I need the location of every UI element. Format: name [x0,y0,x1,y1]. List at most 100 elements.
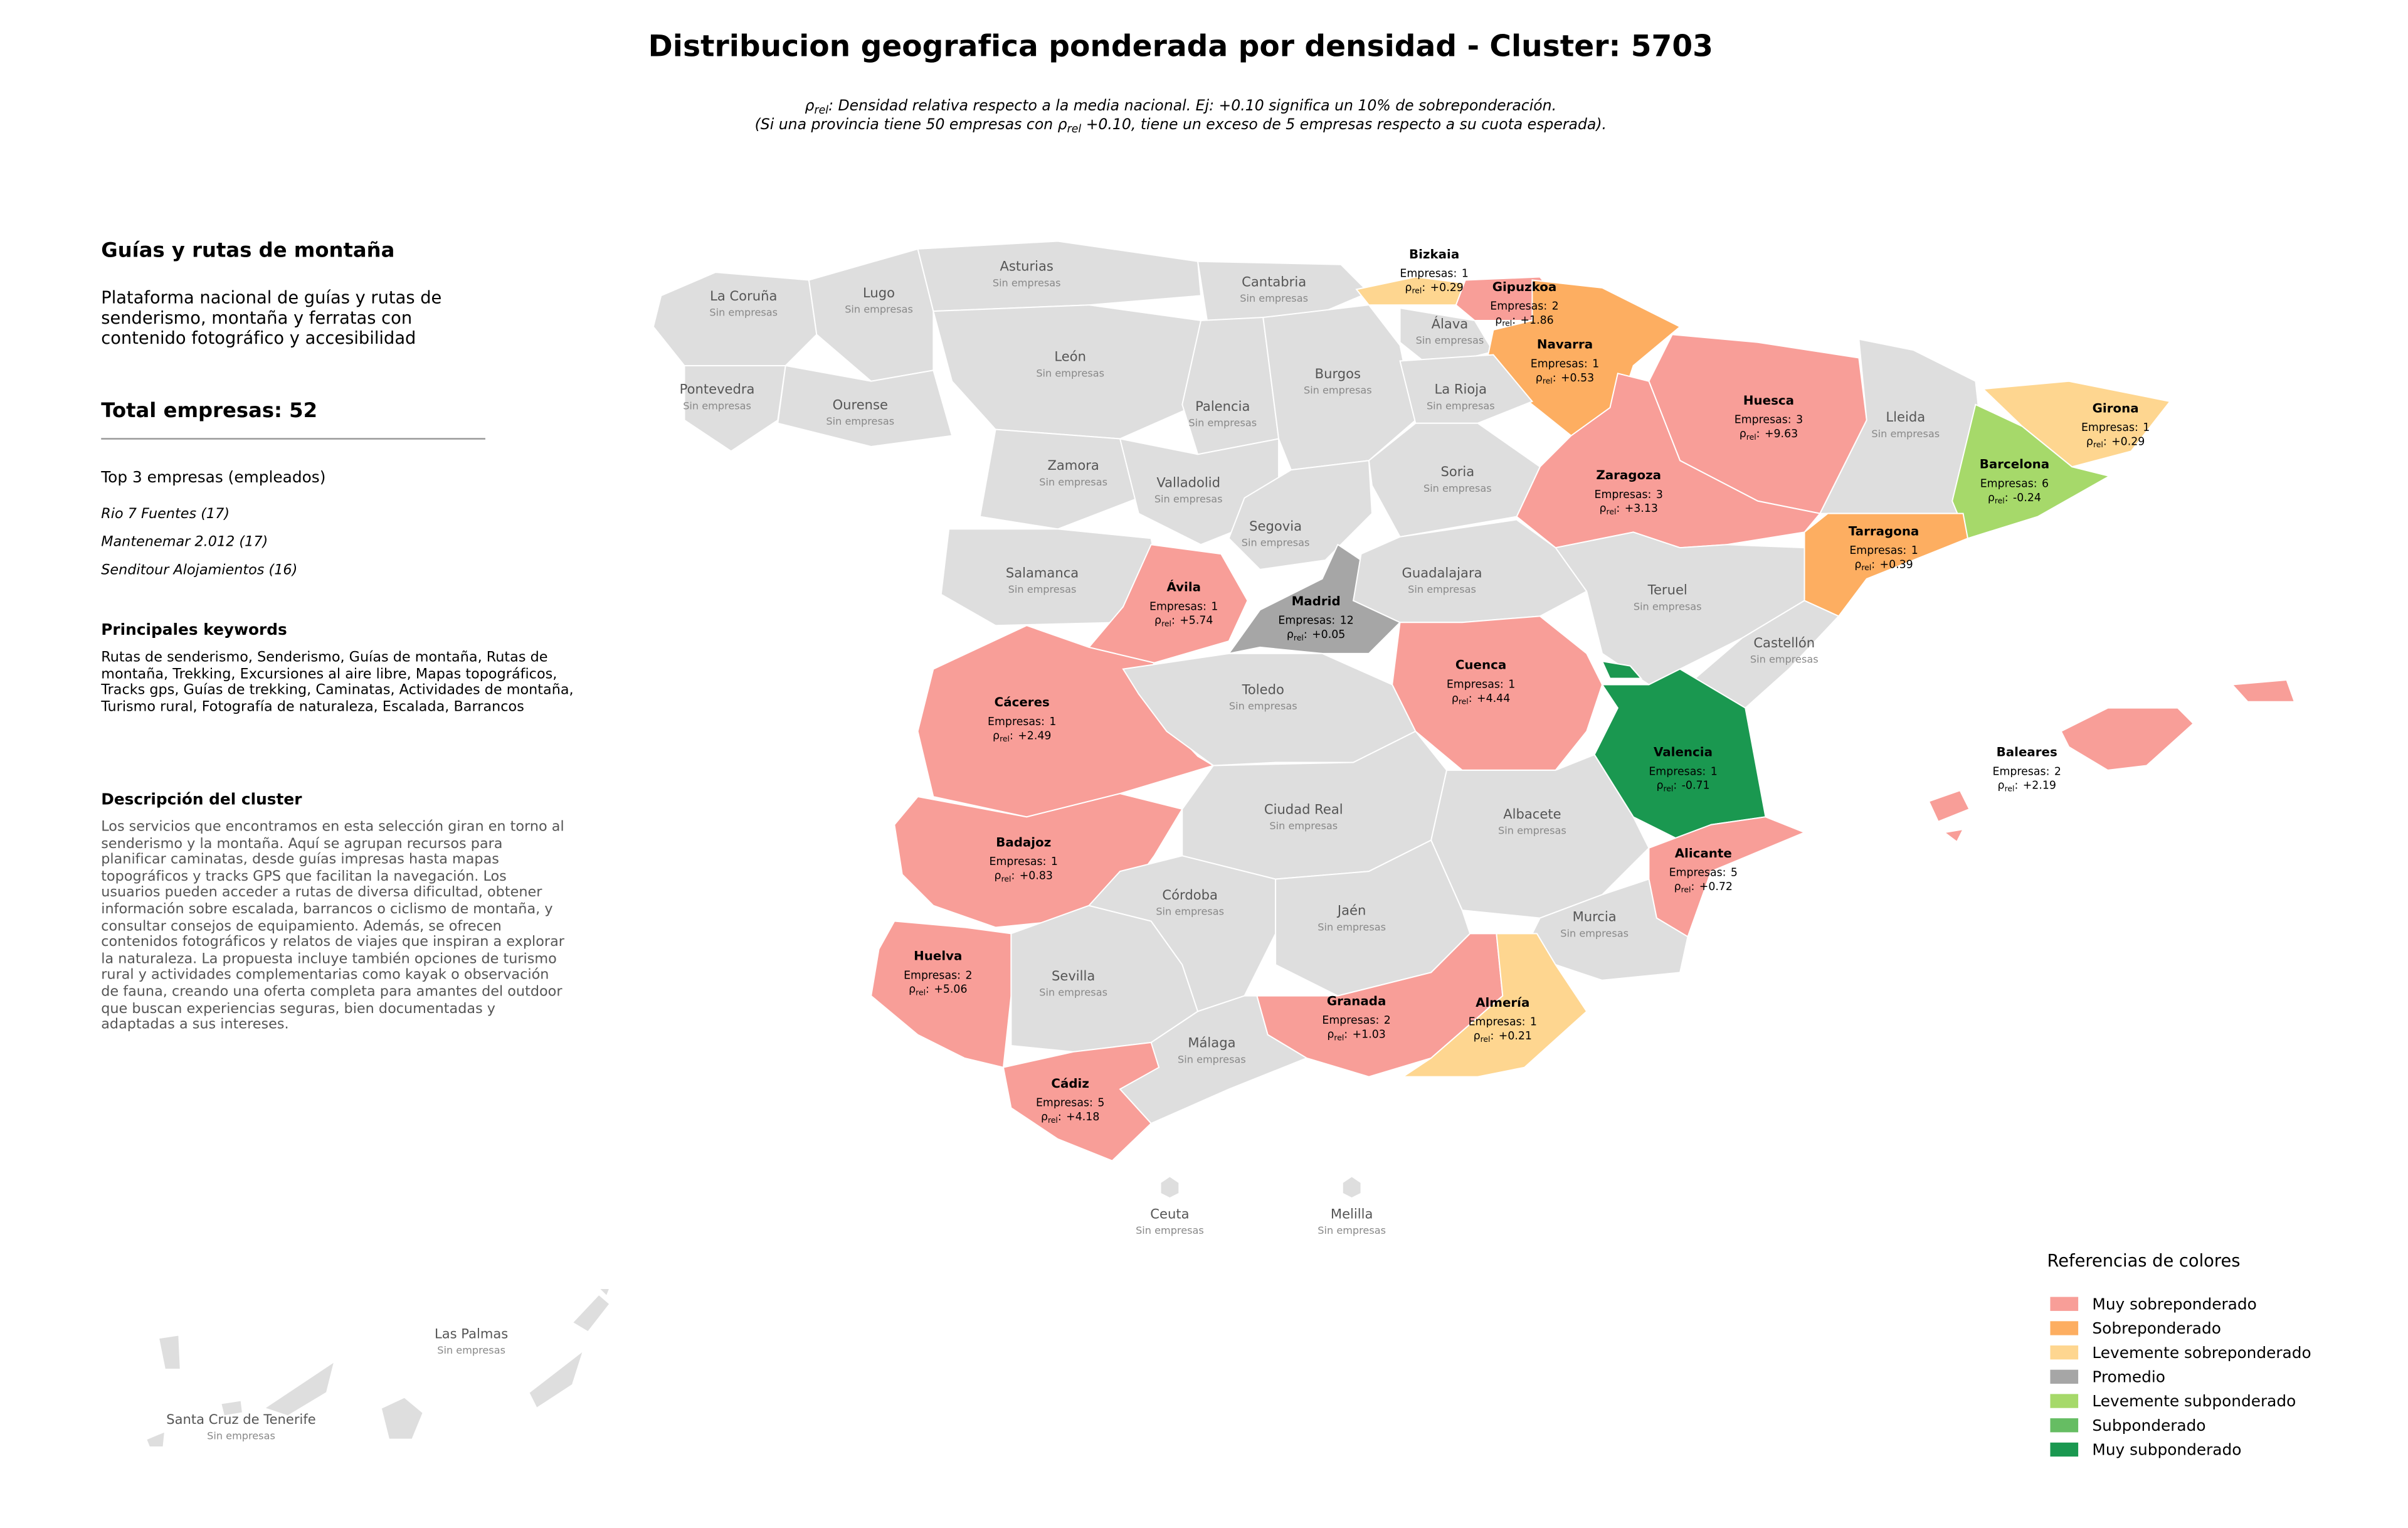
companies-value: 1 [1049,716,1056,728]
province-name: Jaén [1336,903,1366,918]
subtitle-text: (Si una provincia tiene 50 empresas con [755,115,1054,133]
panel-description: Plataforma nacional de guías y rutas de … [101,287,442,349]
companies-label: Empresas: [1669,867,1726,879]
province-empty: Sin empresas [437,1344,505,1356]
rho-symbol: ρ [1998,780,2005,792]
province-name: Huelva [914,949,962,963]
rho-colon: : [1010,730,1013,742]
companies-value: 6 [2042,477,2049,490]
rho-colon: : [1304,629,1307,641]
rho-colon: : [1553,372,1556,385]
rho-value: +0.72 [1699,881,1733,893]
rho-value: +3.13 [1625,502,1658,515]
rho-sub: rel [2093,440,2103,449]
rho-value: +5.74 [1180,615,1213,627]
province-shape [571,1293,611,1333]
province-name: Segovia [1249,518,1302,534]
rho-value: +0.53 [1561,372,1594,385]
province-name: Barcelona [1980,457,2049,472]
legend-label: Levemente sobreponderado [2092,1344,2311,1362]
province-name: Lleida [1886,409,1925,425]
rho-symbol: ρ [1536,372,1543,385]
rho-symbol: ρ [993,730,1000,742]
rho-value: +2.19 [2023,780,2056,792]
rho-colon: : [1616,502,1620,515]
rho-value: +0.29 [1430,282,1464,294]
rho-value: +0.83 [1020,870,1053,883]
subtitle: (Si una provincia tiene 50 empresas con ρ… [755,115,1607,135]
province-companies: Empresas: 1 [1469,1016,1537,1029]
province-name: Zamora [1047,457,1099,473]
rho-colon: : [2103,435,2107,448]
province-name: Salamanca [1006,565,1079,580]
companies-label: Empresas: [1278,615,1335,627]
province-name: Madrid [1292,594,1341,608]
legend-swatch [2050,1418,2079,1433]
rho-colon: : [1344,1029,1348,1041]
rho-colon: : [1422,282,1425,294]
province-shape [1002,1041,1160,1162]
companies-label: Empresas: [1490,300,1547,313]
province-empty: Sin empresas [709,307,778,319]
legend-label: Promedio [2092,1368,2165,1386]
rho-sub: rel [1681,885,1691,894]
rho-colon: : [1490,1030,1494,1043]
companies-value: 1 [1530,1016,1537,1029]
province-empty: Sin empresas [683,400,751,411]
rho-colon: : [2005,492,2009,504]
rho-value: +5.06 [934,984,967,996]
companies-value: 2 [1552,300,1559,313]
companies-value: 3 [1796,414,1803,427]
provinces [145,240,2296,1448]
province-name: Ciudad Real [1264,801,1343,817]
companies-value: 1 [1462,268,1469,280]
province-name: Burgos [1315,366,1361,381]
rho-sub: rel [1663,783,1673,793]
province-name: Toledo [1242,681,1284,697]
rho-symbol: ρ [1041,1111,1048,1123]
companies-label: Empresas: [1469,1016,1526,1029]
companies-value: 1 [1051,856,1058,868]
rho-colon: : [1171,615,1175,627]
subtitle-text: : Densidad relativa respecto a la media … [828,97,1556,114]
rho-sub: rel [814,104,828,117]
companies-label: Empresas: [1849,544,1906,557]
province-shape [917,240,1202,312]
province-companies: Empresas: 2 [1490,300,1558,313]
rho-sub: rel [1334,1032,1344,1042]
province-rho: ρrel: +0.05 [1287,629,1345,642]
province-shape [1181,317,1280,455]
province-name: Baleares [1997,745,2057,760]
province-shape [2060,707,2195,771]
companies-value: 1 [1911,544,1918,557]
rho-sub: rel [1861,563,1871,572]
province-rho: ρrel: +4.44 [1452,692,1510,706]
companies-label: Empresas: [1531,358,1588,370]
province-shape [1341,1175,1362,1199]
rho-value: +0.21 [1499,1030,1532,1043]
province-shape [220,1399,244,1417]
province-name: Santa Cruz de Tenerife [166,1411,316,1427]
province-shape [1196,260,1370,322]
rho-value: +4.18 [1066,1111,1099,1123]
rho-symbol: ρ [1474,1030,1481,1043]
rho-value: +1.03 [1353,1029,1386,1041]
rho-colon: : [1512,314,1516,327]
province-empty: Sin empresas [1318,1224,1386,1236]
companies-label: Empresas: [990,856,1047,868]
province-rho: ρrel: +0.29 [1405,282,1463,295]
province-companies: Empresas: 1 [988,716,1056,728]
keywords-heading: Principales keywords [101,622,287,640]
province-name: Navarra [1537,337,1593,352]
rho-colon: : [926,984,929,996]
companies-value: 1 [1211,600,1218,613]
province-empty: Sin empresas [1871,428,1940,440]
rho-colon: : [1469,692,1472,705]
province-empty: Sin empresas [1408,583,1476,595]
province-name: Asturias [1000,258,1053,274]
subtitle: ρrel: Densidad relativa respecto a la me… [805,97,1557,117]
companies-label: Empresas: [1036,1097,1093,1110]
province-shape [684,364,786,452]
companies-value: 2 [2054,765,2061,778]
